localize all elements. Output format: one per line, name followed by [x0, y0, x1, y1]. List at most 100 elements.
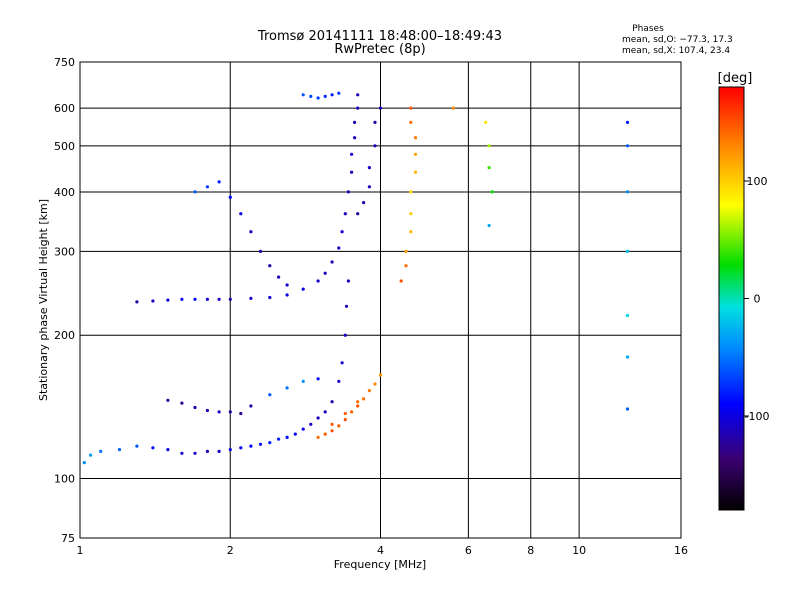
data-point — [323, 432, 327, 436]
data-point — [373, 120, 377, 124]
data-point — [337, 246, 341, 250]
y-tick-label: 600 — [54, 102, 75, 115]
data-point — [301, 93, 305, 97]
data-point — [193, 297, 197, 301]
data-point — [316, 279, 320, 283]
data-point — [249, 444, 253, 448]
data-point — [217, 297, 221, 301]
data-point — [337, 424, 341, 428]
data-point — [301, 379, 305, 383]
y-tick-label: 500 — [54, 140, 75, 153]
data-point — [625, 249, 630, 253]
data-point — [330, 400, 334, 404]
data-point — [356, 212, 360, 216]
data-point — [217, 180, 221, 184]
data-point — [228, 448, 232, 452]
data-point — [340, 230, 344, 234]
stats-line-o: mean, sd,O: −77.3, 17.3 — [622, 35, 733, 45]
y-axis-ticks: 75 100 200 300 400 500 600 750 — [54, 56, 75, 545]
data-point — [404, 249, 408, 253]
data-point — [249, 404, 253, 408]
colorbar: [deg] 100 0 -100 — [718, 71, 769, 511]
data-point — [151, 446, 155, 450]
data-point — [367, 185, 371, 189]
stats-heading: Phases — [632, 24, 664, 34]
x-tick-label: 16 — [674, 544, 688, 557]
data-point — [373, 382, 377, 386]
data-point — [353, 120, 357, 124]
data-point — [285, 283, 289, 287]
colorbar-tick-label: 100 — [747, 175, 768, 188]
data-point — [346, 190, 350, 194]
data-point — [484, 120, 488, 124]
data-point — [350, 170, 354, 174]
data-point — [409, 230, 413, 234]
data-point — [625, 355, 630, 359]
data-point — [239, 212, 243, 216]
data-point — [82, 461, 86, 465]
data-point — [249, 296, 253, 300]
data-point — [180, 401, 184, 405]
data-point — [343, 333, 347, 337]
data-point — [353, 136, 357, 140]
scatter-points — [82, 91, 630, 465]
data-point — [330, 93, 334, 97]
data-point — [117, 448, 122, 452]
data-point — [293, 432, 297, 436]
x-axis-ticks: 1 2 4 6 8 10 16 — [77, 544, 689, 557]
data-point — [193, 451, 197, 455]
data-point — [99, 449, 103, 453]
data-point — [343, 418, 347, 422]
data-point — [409, 120, 413, 124]
data-point — [301, 427, 305, 431]
grid-lines — [80, 62, 681, 538]
data-point — [356, 93, 360, 97]
data-point — [239, 446, 243, 450]
x-tick-label: 1 — [77, 544, 84, 557]
y-tick-label: 750 — [54, 56, 75, 69]
data-point — [337, 91, 341, 95]
colorbar-gradient — [718, 86, 745, 511]
data-point — [625, 190, 630, 194]
data-point — [277, 437, 281, 441]
stats-line-x: mean, sd,X: 107.4, 23.4 — [622, 46, 730, 56]
data-point — [205, 408, 209, 413]
data-point — [180, 451, 184, 455]
x-tick-label: 2 — [227, 544, 234, 557]
data-point — [399, 279, 403, 283]
data-point — [362, 201, 366, 205]
data-point — [239, 411, 243, 416]
data-point — [323, 94, 327, 98]
data-point — [89, 453, 93, 457]
data-point — [309, 422, 313, 426]
data-point — [258, 442, 263, 446]
data-point — [285, 386, 289, 390]
data-point — [356, 400, 360, 404]
data-point — [217, 410, 221, 414]
data-point — [166, 448, 170, 452]
data-point — [487, 166, 491, 170]
data-point — [343, 212, 347, 216]
data-point — [228, 195, 232, 199]
data-point — [217, 449, 221, 453]
data-point — [301, 287, 305, 291]
data-point — [151, 299, 155, 303]
y-tick-label: 400 — [54, 186, 75, 199]
data-point — [490, 190, 494, 194]
data-point — [249, 230, 253, 234]
data-point — [323, 410, 327, 414]
data-point — [350, 410, 354, 414]
data-point — [625, 120, 630, 124]
data-point — [350, 152, 354, 156]
data-point — [316, 377, 320, 381]
data-point — [409, 212, 413, 216]
x-tick-label: 8 — [527, 544, 534, 557]
data-point — [343, 411, 347, 416]
data-point — [451, 106, 455, 110]
data-point — [330, 260, 334, 264]
data-point — [413, 152, 418, 156]
y-axis-label: Stationary phase Virtual Height [km] — [37, 199, 50, 401]
data-point — [409, 190, 413, 194]
data-point — [344, 304, 349, 308]
